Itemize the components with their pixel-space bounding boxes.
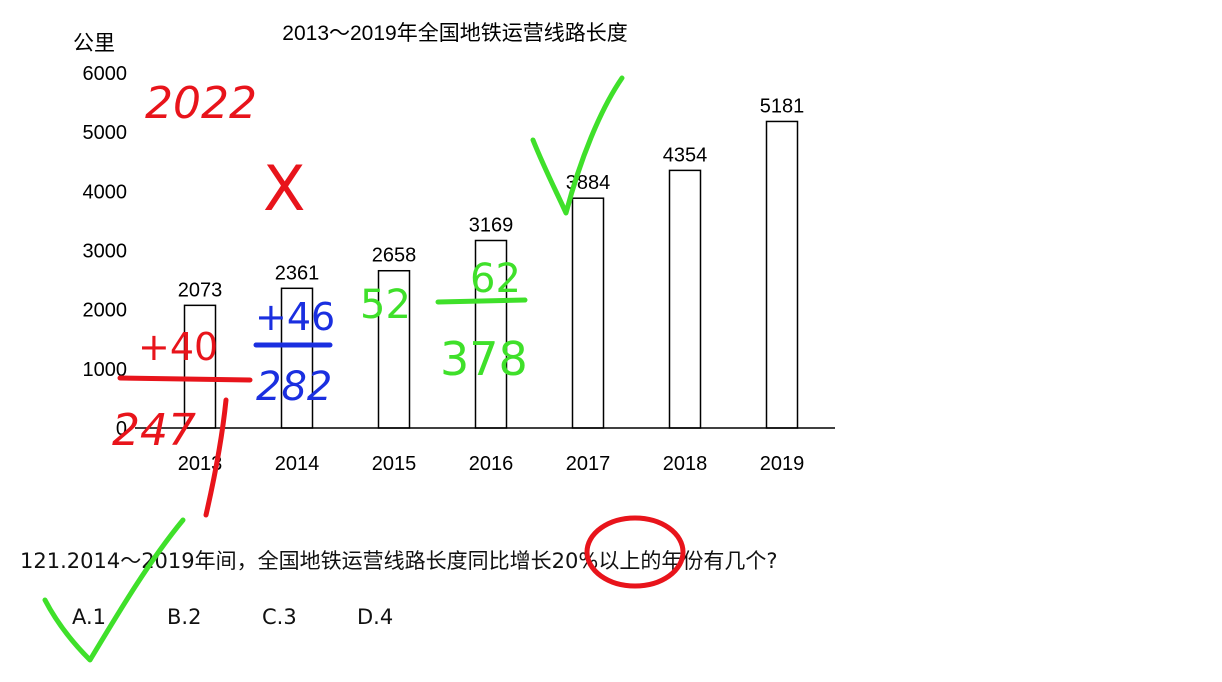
y-axis-label: 公里 [73, 32, 115, 55]
y-tick-label: 6000 [83, 63, 128, 85]
x-axis: 2013 2014 2015 2016 2017 2018 2019 [178, 453, 805, 475]
x-tick-label: 2019 [760, 453, 805, 475]
x-tick-label: 2015 [372, 453, 417, 475]
bar-2014 [280, 287, 314, 429]
bar-2017 [571, 197, 605, 429]
bar-2015 [377, 269, 411, 429]
data-label: 2658 [372, 245, 417, 267]
data-label: 3884 [566, 172, 611, 194]
y-tick-label: 2000 [83, 300, 128, 322]
option-b[interactable]: B.2 [167, 605, 202, 629]
bar-2019 [765, 120, 799, 429]
option-c[interactable]: C.3 [262, 605, 297, 629]
data-label: 2361 [275, 262, 320, 284]
bar-2013 [183, 304, 217, 429]
option-a[interactable]: A.1 [72, 605, 107, 629]
x-tick-label: 2016 [469, 453, 514, 475]
data-label: 5181 [760, 95, 805, 117]
x-tick-label: 2018 [663, 453, 708, 475]
data-label: 2073 [178, 279, 223, 301]
bar-2018 [668, 169, 702, 429]
bar-chart: 2013～2019年全国地铁运营线路长度 公里 0 1000 2000 3000 400… [73, 22, 835, 475]
x-tick-label: 2014 [275, 453, 320, 475]
x-tick-label: 2017 [566, 453, 611, 475]
data-label: 3169 [469, 215, 514, 237]
data-label: 4354 [663, 144, 708, 166]
chart-title: 2013～2019年全国地铁运营线路长度 [282, 22, 627, 45]
y-tick-label: 4000 [83, 181, 128, 203]
y-tick-label: 5000 [83, 122, 128, 144]
bar-2016 [474, 239, 508, 429]
green-check-small [42, 517, 186, 663]
x-tick-label: 2013 [178, 453, 223, 475]
y-tick-label: 1000 [83, 359, 128, 381]
question-text: 121.2014～2019年间，全国地铁运营线路长度同比增长20%以上的年份有几… [20, 549, 778, 573]
option-d[interactable]: D.4 [357, 605, 394, 629]
bars-group [183, 120, 799, 429]
answer-options: A.1 B.2 C.3 D.4 [72, 605, 452, 629]
y-axis: 0 1000 2000 3000 4000 5000 6000 [83, 63, 128, 440]
y-tick-label: 0 [116, 418, 127, 440]
y-tick-label: 3000 [83, 241, 128, 263]
